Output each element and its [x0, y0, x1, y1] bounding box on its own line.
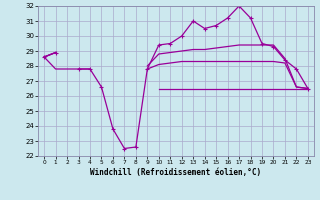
- X-axis label: Windchill (Refroidissement éolien,°C): Windchill (Refroidissement éolien,°C): [91, 168, 261, 177]
